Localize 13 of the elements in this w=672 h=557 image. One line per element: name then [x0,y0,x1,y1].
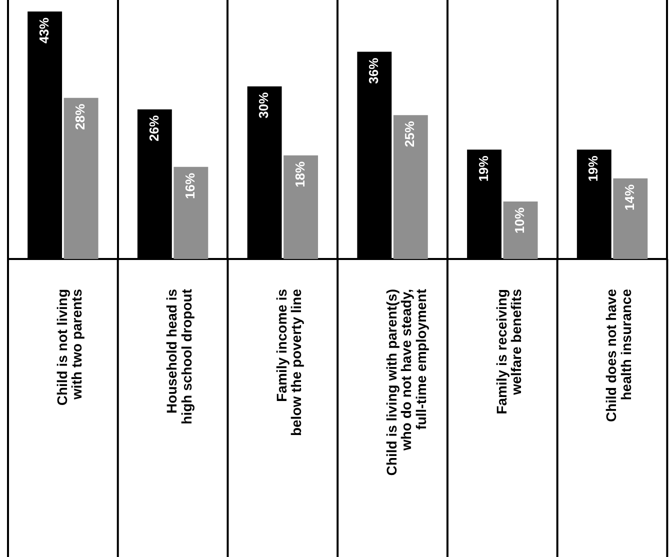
data-label: 25% [402,120,418,148]
data-label: 16% [182,172,198,199]
data-label: 30% [256,92,272,118]
data-label: 26% [146,114,162,142]
data-label: 18% [292,160,308,188]
data-label: 28% [72,103,88,130]
data-label: 43% [36,17,52,44]
data-label: 14% [622,184,637,210]
data-label: 19% [476,155,491,182]
x-tick-label: Child is not living with two parents [54,288,84,406]
data-label: 19% [586,155,601,182]
data-label: 36% [366,57,381,84]
data-label: 10% [512,207,528,234]
